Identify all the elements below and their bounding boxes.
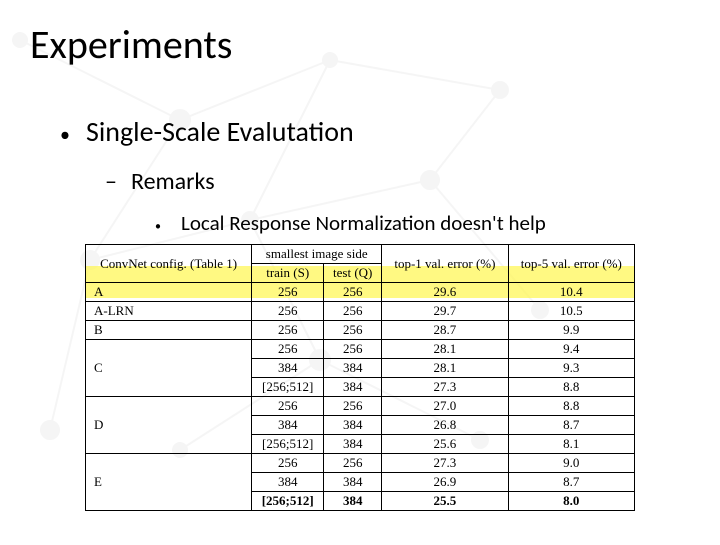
cell-top1: 25.6 — [382, 435, 508, 454]
bullet-level3: • Local Response Normalization doesn't h… — [155, 210, 690, 236]
col-train: train (S) — [252, 264, 324, 283]
col-top5: top-5 val. error (%) — [508, 245, 634, 283]
cell-test: 384 — [324, 378, 382, 397]
cell-test: 384 — [324, 492, 382, 511]
cell-top5: 10.4 — [508, 283, 634, 302]
cell-train: [256;512] — [252, 378, 324, 397]
cell-test: 384 — [324, 359, 382, 378]
cell-top1: 26.9 — [382, 473, 508, 492]
cell-test: 384 — [324, 435, 382, 454]
cell-top1: 29.7 — [382, 302, 508, 321]
cell-train: [256;512] — [252, 492, 324, 511]
cell-top1: 27.0 — [382, 397, 508, 416]
cell-train: [256;512] — [252, 435, 324, 454]
cell-top5: 8.8 — [508, 397, 634, 416]
col-top1: top-1 val. error (%) — [382, 245, 508, 283]
cell-top5: 9.3 — [508, 359, 634, 378]
cell-top5: 8.7 — [508, 416, 634, 435]
cell-top1: 27.3 — [382, 378, 508, 397]
level2-text: Remarks — [131, 167, 215, 196]
table-header-row: ConvNet config. (Table 1) smallest image… — [86, 245, 635, 264]
cell-top5: 8.0 — [508, 492, 634, 511]
cell-train: 256 — [252, 302, 324, 321]
cell-top5: 10.5 — [508, 302, 634, 321]
cell-test: 256 — [324, 340, 382, 359]
cell-train: 256 — [252, 283, 324, 302]
cell-train: 384 — [252, 359, 324, 378]
bullet-icon: • — [60, 123, 70, 147]
cell-config: C — [86, 340, 252, 397]
cell-config: E — [86, 454, 252, 511]
table-row: B25625628.79.9 — [86, 321, 635, 340]
table-row: E25625627.39.0 — [86, 454, 635, 473]
col-smallest-side: smallest image side — [252, 245, 382, 264]
bullet-level2: – Remarks — [105, 167, 690, 196]
cell-config: A — [86, 283, 252, 302]
table-row: A-LRN25625629.710.5 — [86, 302, 635, 321]
cell-test: 256 — [324, 283, 382, 302]
cell-test: 256 — [324, 454, 382, 473]
cell-train: 256 — [252, 397, 324, 416]
cell-top1: 29.6 — [382, 283, 508, 302]
results-table: ConvNet config. (Table 1) smallest image… — [85, 244, 635, 511]
cell-test: 256 — [324, 397, 382, 416]
cell-test: 384 — [324, 473, 382, 492]
cell-config: D — [86, 397, 252, 454]
cell-train: 256 — [252, 321, 324, 340]
cell-top1: 25.5 — [382, 492, 508, 511]
bullet-level1: • Single-Scale Evalutation — [60, 114, 690, 149]
col-test: test (Q) — [324, 264, 382, 283]
slide-title: Experiments — [30, 20, 690, 69]
cell-top5: 9.4 — [508, 340, 634, 359]
cell-test: 384 — [324, 416, 382, 435]
results-table-wrap: ConvNet config. (Table 1) smallest image… — [85, 244, 635, 511]
table-row: A25625629.610.4 — [86, 283, 635, 302]
dot-icon: • — [155, 220, 161, 234]
cell-train: 256 — [252, 340, 324, 359]
cell-top5: 8.8 — [508, 378, 634, 397]
level3-text: Local Response Normalization doesn't hel… — [181, 210, 546, 236]
cell-top1: 28.7 — [382, 321, 508, 340]
cell-top5: 9.0 — [508, 454, 634, 473]
cell-train: 384 — [252, 473, 324, 492]
table-row: C25625628.19.4 — [86, 340, 635, 359]
cell-top5: 8.7 — [508, 473, 634, 492]
cell-top1: 28.1 — [382, 359, 508, 378]
cell-config: A-LRN — [86, 302, 252, 321]
cell-train: 384 — [252, 416, 324, 435]
cell-train: 256 — [252, 454, 324, 473]
cell-top1: 28.1 — [382, 340, 508, 359]
cell-test: 256 — [324, 302, 382, 321]
table-row: D25625627.08.8 — [86, 397, 635, 416]
cell-test: 256 — [324, 321, 382, 340]
col-config: ConvNet config. (Table 1) — [86, 245, 252, 283]
cell-top5: 9.9 — [508, 321, 634, 340]
cell-config: B — [86, 321, 252, 340]
cell-top1: 27.3 — [382, 454, 508, 473]
cell-top5: 8.1 — [508, 435, 634, 454]
cell-top1: 26.8 — [382, 416, 508, 435]
dash-icon: – — [105, 167, 117, 196]
level1-text: Single-Scale Evalutation — [86, 114, 354, 149]
